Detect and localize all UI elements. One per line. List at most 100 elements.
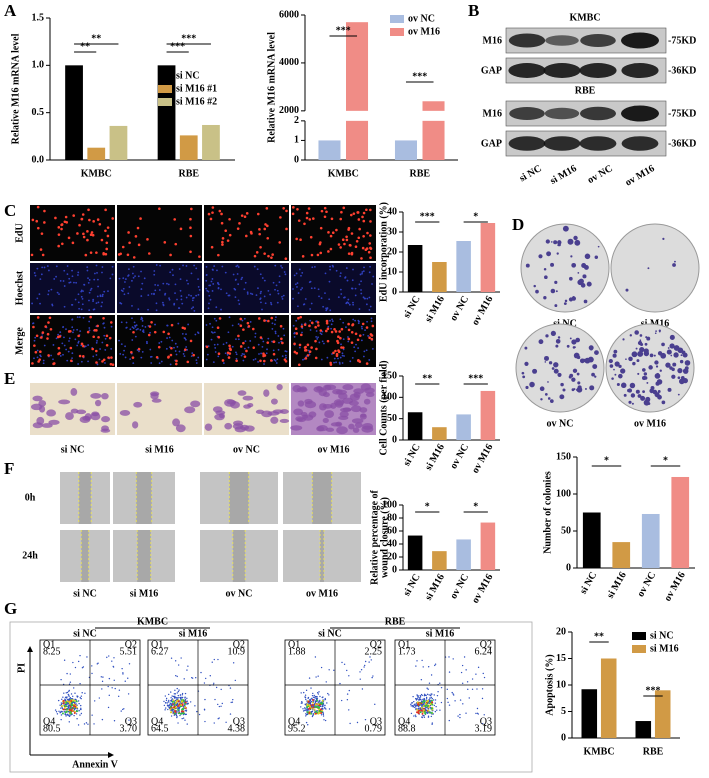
edu-dot: [96, 324, 99, 328]
y-tick-label: 0: [561, 732, 566, 743]
edu-dot: [347, 252, 351, 255]
nucleus: [147, 294, 150, 297]
colony: [625, 358, 627, 360]
nucleus: [71, 326, 74, 329]
quadrant-name: Q2: [370, 639, 382, 650]
nucleus: [257, 361, 259, 363]
edu-dot: [190, 207, 193, 211]
nucleus: [77, 363, 80, 365]
event: [431, 697, 433, 700]
edu-dot: [301, 255, 305, 258]
nucleus: [235, 353, 238, 356]
edu-dot: [256, 212, 260, 216]
edu-dot: [158, 207, 161, 211]
size-label: -75KD: [668, 108, 696, 119]
cell: [333, 399, 345, 406]
nucleus: [300, 288, 302, 291]
edu-dot: [63, 220, 67, 224]
nucleus: [66, 359, 69, 362]
nucleus: [264, 302, 267, 305]
nucleus: [309, 319, 312, 322]
edu-dot: [95, 349, 98, 353]
nucleus: [213, 343, 216, 346]
event: [420, 699, 422, 701]
cell: [364, 387, 375, 394]
colony: [611, 377, 614, 380]
y-tick-label: 0.0: [32, 154, 45, 165]
nucleus: [131, 339, 134, 341]
event: [465, 712, 467, 714]
nucleus: [63, 269, 66, 272]
colony: [556, 252, 559, 255]
event: [374, 703, 376, 706]
edu-dot: [41, 253, 45, 257]
edu-dot: [341, 238, 345, 242]
event: [319, 695, 321, 698]
event-dense: [73, 699, 76, 702]
cell: [204, 423, 213, 431]
event: [364, 660, 367, 663]
edu-dot: [258, 232, 261, 236]
edu-dot: [249, 230, 253, 234]
nucleus: [187, 294, 190, 296]
event: [180, 657, 182, 659]
nucleus: [277, 348, 280, 351]
bar: [407, 535, 423, 570]
event: [173, 696, 176, 698]
colony: [671, 374, 676, 379]
event: [312, 709, 314, 711]
event: [322, 715, 325, 717]
nucleus: [80, 308, 83, 311]
nucleus: [232, 273, 235, 276]
event: [128, 663, 131, 665]
edu-dot: [210, 245, 214, 249]
nucleus: [57, 333, 60, 336]
colony: [648, 365, 653, 370]
nucleus: [131, 279, 133, 282]
event: [113, 657, 115, 659]
colony: [544, 392, 548, 396]
event: [213, 682, 215, 685]
event-dense: [317, 712, 320, 715]
y-tick-label: 100: [382, 499, 397, 510]
event-dense: [65, 705, 68, 708]
legend-swatch: [632, 632, 646, 640]
nucleus: [351, 356, 354, 359]
group-label: si NC: [61, 444, 85, 455]
nucleus: [254, 332, 257, 335]
nucleus: [175, 353, 178, 356]
nucleus: [110, 325, 113, 328]
nucleus: [346, 279, 349, 282]
nucleus: [234, 296, 237, 299]
edu-dot: [365, 362, 369, 365]
event: [423, 716, 426, 718]
colony: [550, 330, 556, 337]
cell: [290, 425, 303, 431]
edu-dot: [57, 346, 61, 350]
colony: [580, 283, 586, 288]
bar: [480, 522, 496, 570]
event: [421, 705, 423, 707]
edu-dot: [332, 351, 335, 355]
edu-dot: [319, 251, 323, 255]
event: [169, 700, 172, 702]
nucleus: [228, 316, 231, 319]
nucleus: [181, 332, 184, 335]
edu-dot: [106, 226, 110, 229]
event: [229, 687, 232, 689]
nucleus: [347, 340, 350, 343]
group-label: si M16: [145, 444, 174, 455]
nucleus: [176, 345, 179, 348]
event: [340, 699, 343, 702]
nucleus: [293, 335, 296, 338]
event: [82, 666, 85, 668]
nucleus: [327, 325, 330, 328]
event: [186, 697, 188, 700]
edu-dot: [173, 218, 176, 221]
blot-band: [544, 107, 580, 120]
colony: [592, 364, 598, 369]
nucleus: [83, 283, 85, 286]
cell: [247, 403, 254, 408]
nucleus: [36, 349, 39, 352]
colony: [656, 379, 663, 385]
